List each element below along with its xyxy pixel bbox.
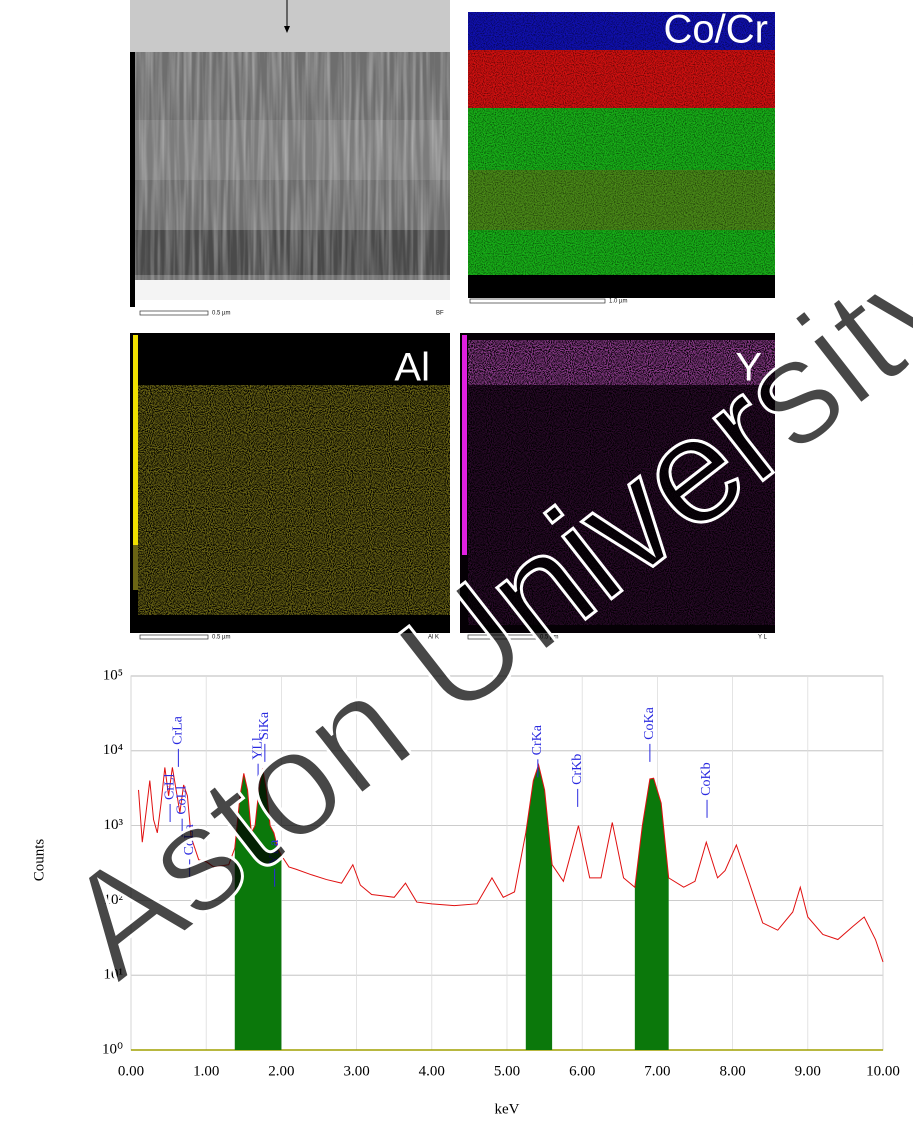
x-tick-label: 9.00	[795, 1063, 821, 1079]
peak-label: YLa	[267, 839, 282, 865]
y-tick-label: 10⁵	[103, 667, 123, 683]
peak-label: CoKa	[642, 706, 657, 739]
x-tick-label: 5.00	[494, 1063, 520, 1079]
x-tick-label: 2.00	[268, 1063, 294, 1079]
scale-label: 0.5 µm	[212, 635, 230, 641]
y-tick-label: 10²	[104, 892, 124, 908]
filled-peak	[234, 768, 282, 1050]
peak-label: CoKb	[699, 762, 714, 795]
y-tick-label: 10⁴	[103, 742, 123, 758]
x-axis-label: keV	[495, 1101, 520, 1117]
peak-label: CoLl	[174, 786, 189, 815]
map-label: Co/Cr	[664, 8, 768, 52]
peak-label: CrLa	[171, 715, 186, 745]
spectrum-line	[138, 762, 884, 963]
peak-label: CrKb	[570, 754, 585, 785]
al-map: Al 0.5 µm Al K	[130, 333, 450, 641]
x-tick-label: 1.00	[193, 1063, 219, 1079]
x-tick-label: 8.00	[719, 1063, 745, 1079]
scale-label: 0.5 µm	[540, 635, 558, 641]
x-tick-label: 0.00	[118, 1063, 144, 1079]
y-map: Y 0.5 µm Y L	[460, 333, 775, 641]
peak-label: CoLa	[182, 823, 197, 855]
peak-label: CrLl	[162, 773, 177, 800]
scale-label: 0.5 µm	[212, 311, 230, 317]
map-label: Al	[394, 346, 430, 390]
filled-peak	[634, 778, 669, 1050]
x-tick-label: 7.00	[644, 1063, 670, 1079]
corner-label: Al K	[428, 635, 439, 641]
bf-image: 0.5 µm BF	[130, 0, 450, 317]
cocr-map: Co/Cr 1.0 µm	[468, 8, 775, 305]
peak-label: CrKa	[530, 724, 545, 755]
y-axis-label: Counts	[31, 839, 47, 882]
y-tick-label: 10¹	[104, 967, 124, 983]
spectrum-chart: 10⁰ 10¹ 10² 10³ 10⁴ 10⁵ 0.00 1.00 2.00 3.00 4.00 5.…	[102, 667, 900, 1079]
filled-peak	[525, 764, 553, 1050]
peak-label: YLl	[250, 737, 265, 760]
y-tick-label: 10⁰	[102, 1041, 123, 1057]
map-label: Y	[735, 346, 762, 390]
x-tick-label: 4.00	[419, 1063, 445, 1079]
x-tick-label: 6.00	[569, 1063, 595, 1079]
corner-label: BF	[436, 311, 444, 317]
y-tick-label: 10³	[104, 817, 124, 833]
corner-label: Y L	[758, 635, 768, 641]
x-tick-label: 3.00	[343, 1063, 369, 1079]
peak-label: SiKa	[257, 711, 272, 740]
x-tick-label: 10.00	[866, 1063, 900, 1079]
scale-label: 1.0 µm	[609, 299, 627, 305]
